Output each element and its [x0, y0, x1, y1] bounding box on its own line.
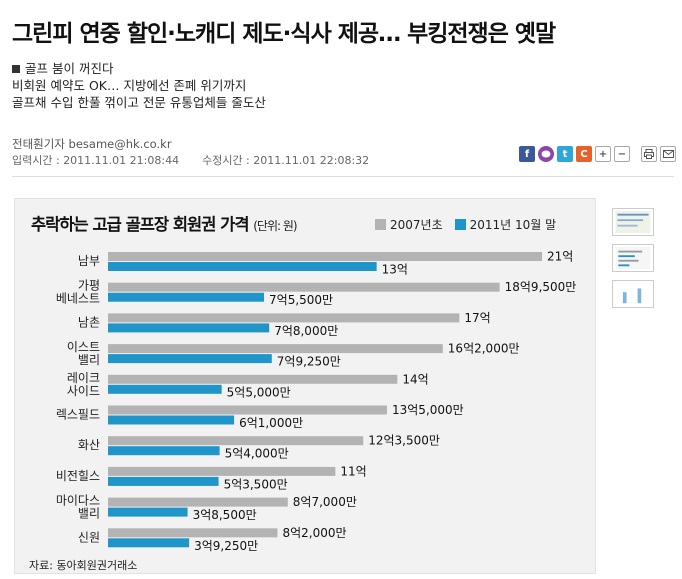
chart-title: 추락하는 고급 골프장 회원권 가격 (단위: 원) [31, 215, 298, 234]
category-label: 마이다스 [56, 494, 100, 508]
bar-2007 [108, 344, 443, 354]
value-label: 8억2,000만 [282, 526, 346, 540]
category-label: 렉스필드 [56, 408, 100, 422]
category-label: 이스트 [67, 340, 100, 354]
value-label: 12억3,500만 [368, 434, 440, 448]
legend-swatch-gray [375, 219, 386, 230]
category-label: 밸리 [78, 353, 100, 367]
value-label: 18억9,500만 [505, 280, 577, 294]
article-summary: 골프 붐이 꺼진다 비회원 예약도 OK… 지방에선 존폐 위기까지 골프채 수… [12, 60, 266, 111]
bar-2007 [108, 282, 500, 292]
category-label: 베네스트 [56, 292, 100, 306]
bar-2011-oct [108, 323, 270, 333]
bar-2011-oct [108, 292, 265, 302]
category-label: 가평 [78, 279, 100, 293]
value-label: 14억 [402, 372, 428, 386]
bar-2007 [108, 528, 278, 538]
print-icon[interactable] [641, 146, 657, 162]
value-label: 11억 [340, 464, 366, 478]
modified-time: 2011.11.01 22:08:32 [253, 154, 370, 167]
cyworld-share-icon[interactable]: C [576, 146, 592, 162]
chart-source: 자료: 동아회원권거래소 [29, 559, 138, 572]
value-label: 6억1,000만 [239, 416, 303, 430]
category-label: 사이드 [67, 384, 100, 398]
byline: 전태훤기자 besame@hk.co.kr [12, 137, 172, 151]
legend-swatch-blue [454, 219, 466, 230]
category-label: 남부 [78, 254, 100, 268]
bar-2007 [108, 436, 364, 446]
bar-2011-oct [108, 446, 220, 456]
thumbnail-3[interactable] [612, 280, 654, 308]
thumbnail-strip [612, 208, 654, 308]
value-label: 5억5,000만 [227, 385, 291, 399]
summary-line: 골프 붐이 꺼진다 [12, 60, 266, 77]
timestamps: 입력시간 : 2011.11.01 21:08:44 수정시간 : 2011.1… [12, 152, 369, 168]
value-label: 8억7,000만 [293, 495, 357, 509]
summary-line: 골프채 수입 한풀 꺾이고 전문 유통업체들 줄도산 [12, 95, 266, 110]
value-label: 7억5,500만 [269, 293, 333, 307]
chart-legend: 2007년초 2011년 10월 말 [375, 216, 556, 233]
value-label: 5억4,000만 [225, 447, 289, 461]
square-bullet-icon [12, 65, 20, 73]
value-label: 3억8,500만 [193, 508, 257, 522]
header-divider [12, 176, 674, 177]
bar-2011-oct [108, 354, 272, 364]
thumbnail-1[interactable] [612, 208, 654, 236]
bar-2011-oct [108, 262, 377, 271]
bar-2007 [108, 405, 387, 415]
facebook-share-icon[interactable]: f [519, 146, 535, 162]
category-label: 비전힐스 [56, 469, 100, 483]
value-label: 7억9,250만 [277, 355, 341, 369]
category-label: 화산 [78, 438, 100, 452]
font-increase-button[interactable]: + [595, 146, 611, 162]
share-toolbar: f t C + − [519, 146, 676, 162]
value-label: 7억8,000만 [274, 324, 338, 338]
legend-item-2011: 2011년 10월 말 [454, 216, 556, 233]
article-headline: 그린피 연중 할인·노캐디 제도·식사 제공… 부킹전쟁은 옛말 [12, 21, 556, 47]
summary-line: 비회원 예약도 OK… 지방에선 존폐 위기까지 [12, 78, 247, 93]
bar-2007 [108, 313, 460, 323]
value-label: 13억 [382, 263, 408, 277]
bar-2011-oct [108, 538, 190, 548]
bar-2011-oct [108, 384, 222, 394]
bar-2007 [108, 497, 288, 507]
value-label: 21억 [547, 250, 573, 264]
bar-2011-oct [108, 415, 235, 425]
modified-label: 수정시간 : [202, 154, 250, 167]
email-icon[interactable] [660, 146, 676, 162]
category-label: 신원 [78, 530, 100, 544]
talk-share-icon[interactable] [538, 146, 554, 162]
chart-unit: (단위: 원) [253, 219, 297, 233]
legend-item-2007: 2007년초 [375, 216, 443, 233]
published-label: 입력시간 : [12, 154, 60, 167]
bar-2011-oct [108, 507, 188, 517]
category-label: 남촌 [78, 315, 100, 329]
category-label: 밸리 [78, 507, 100, 521]
thumbnail-2[interactable] [612, 244, 654, 272]
bar-2007 [108, 466, 336, 476]
font-decrease-button[interactable]: − [614, 146, 630, 162]
bar-2007 [108, 252, 542, 261]
value-label: 5억3,500만 [224, 477, 288, 491]
value-label: 17억 [464, 311, 490, 325]
value-label: 13억5,000만 [392, 403, 464, 417]
value-label: 3억9,250만 [194, 539, 258, 553]
bar-2007 [108, 374, 398, 384]
value-label: 16억2,000만 [448, 342, 520, 356]
twitter-share-icon[interactable]: t [557, 146, 573, 162]
bar-2011-oct [108, 476, 219, 486]
category-label: 레이크 [67, 371, 100, 385]
published-time: 2011.11.01 21:08:44 [63, 154, 180, 167]
